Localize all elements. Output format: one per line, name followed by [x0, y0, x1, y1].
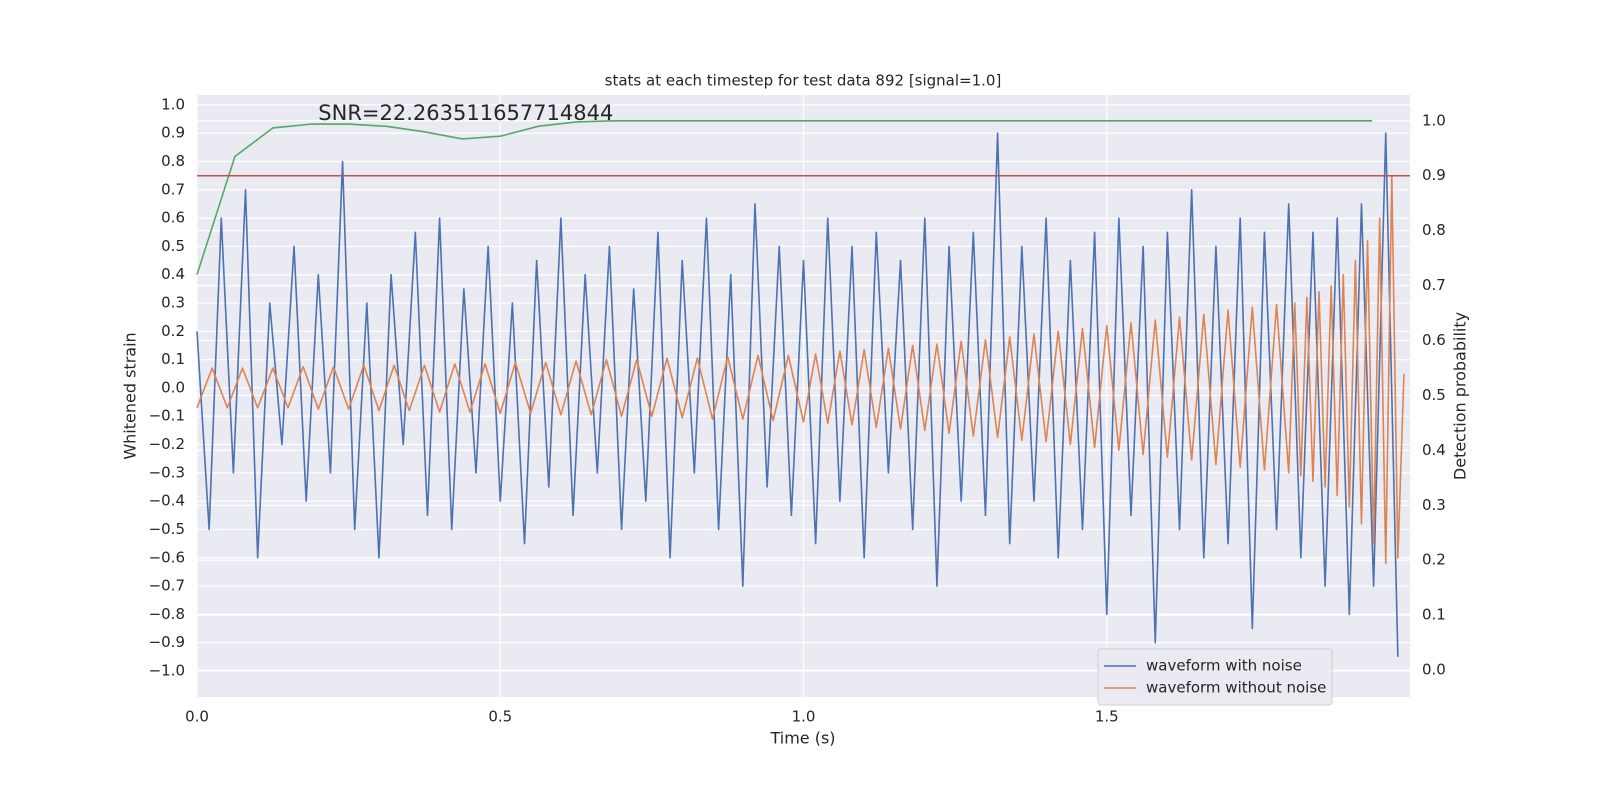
y2-tick-label: 0.7	[1422, 276, 1446, 294]
y-tick-label: −0.5	[149, 520, 185, 538]
y-tick-label: −0.8	[149, 605, 185, 623]
y2-tick-label: 0.6	[1422, 331, 1446, 349]
x-tick-label: 1.0	[792, 708, 816, 726]
y-tick-label: 0.4	[161, 265, 185, 283]
series-line	[196, 120, 1373, 275]
y-tick-label: 0.8	[161, 152, 185, 170]
series-line	[196, 132, 1399, 657]
y-tick-label: −1.0	[149, 661, 185, 679]
y2-tick-label: 0.9	[1422, 166, 1446, 184]
x-tick-label: 0.5	[488, 708, 512, 726]
y-tick-label: −0.2	[149, 435, 185, 453]
y-tick-label: −0.3	[149, 463, 185, 481]
y2-tick-label: 0.5	[1422, 386, 1446, 404]
y2-axis-label: Detection probability	[1451, 312, 1470, 480]
legend-label: waveform with noise	[1146, 657, 1302, 675]
y-tick-label: 0.1	[161, 350, 185, 368]
y2-tick-label: 0.4	[1422, 441, 1446, 459]
legend: waveform with noise waveform without nois…	[1097, 648, 1333, 706]
y2-tick-label: 0.8	[1422, 221, 1446, 239]
y2-tick-label: 0.1	[1422, 606, 1446, 624]
y-tick-label: −0.1	[149, 407, 185, 425]
y-tick-label: 1.0	[161, 95, 185, 113]
annotation: SNR=22.263511657714844	[318, 101, 613, 125]
y2-tick-label: 0.2	[1422, 551, 1446, 569]
series-line	[196, 174, 1405, 565]
legend-label: waveform without noise	[1146, 679, 1326, 697]
y-axis-label: Whitened strain	[121, 332, 140, 459]
chart-title: stats at each timestep for test data 892…	[605, 72, 1002, 90]
y-tick-label: 0.3	[161, 294, 185, 312]
y-tick-label: 0.5	[161, 237, 185, 255]
y-tick-label: 0.2	[161, 322, 185, 340]
x-axis-label: Time (s)	[769, 729, 835, 748]
y-tick-label: −0.7	[149, 577, 185, 595]
x-tick-label: 1.5	[1095, 708, 1119, 726]
y-tick-label: −0.4	[149, 492, 185, 510]
y2-tick-label: 0.3	[1422, 496, 1446, 514]
legend-box	[1097, 648, 1333, 706]
y-tick-label: 0.0	[161, 378, 185, 396]
y-tick-label: −0.6	[149, 548, 185, 566]
y2-tick-label: 1.0	[1422, 111, 1446, 129]
x-tick-label: 0.0	[185, 708, 209, 726]
y-tick-label: −0.9	[149, 633, 185, 651]
y-tick-label: 0.9	[161, 124, 185, 142]
y-tick-label: 0.6	[161, 209, 185, 227]
y-tick-label: 0.7	[161, 180, 185, 198]
y2-tick-label: 0.0	[1422, 661, 1446, 679]
